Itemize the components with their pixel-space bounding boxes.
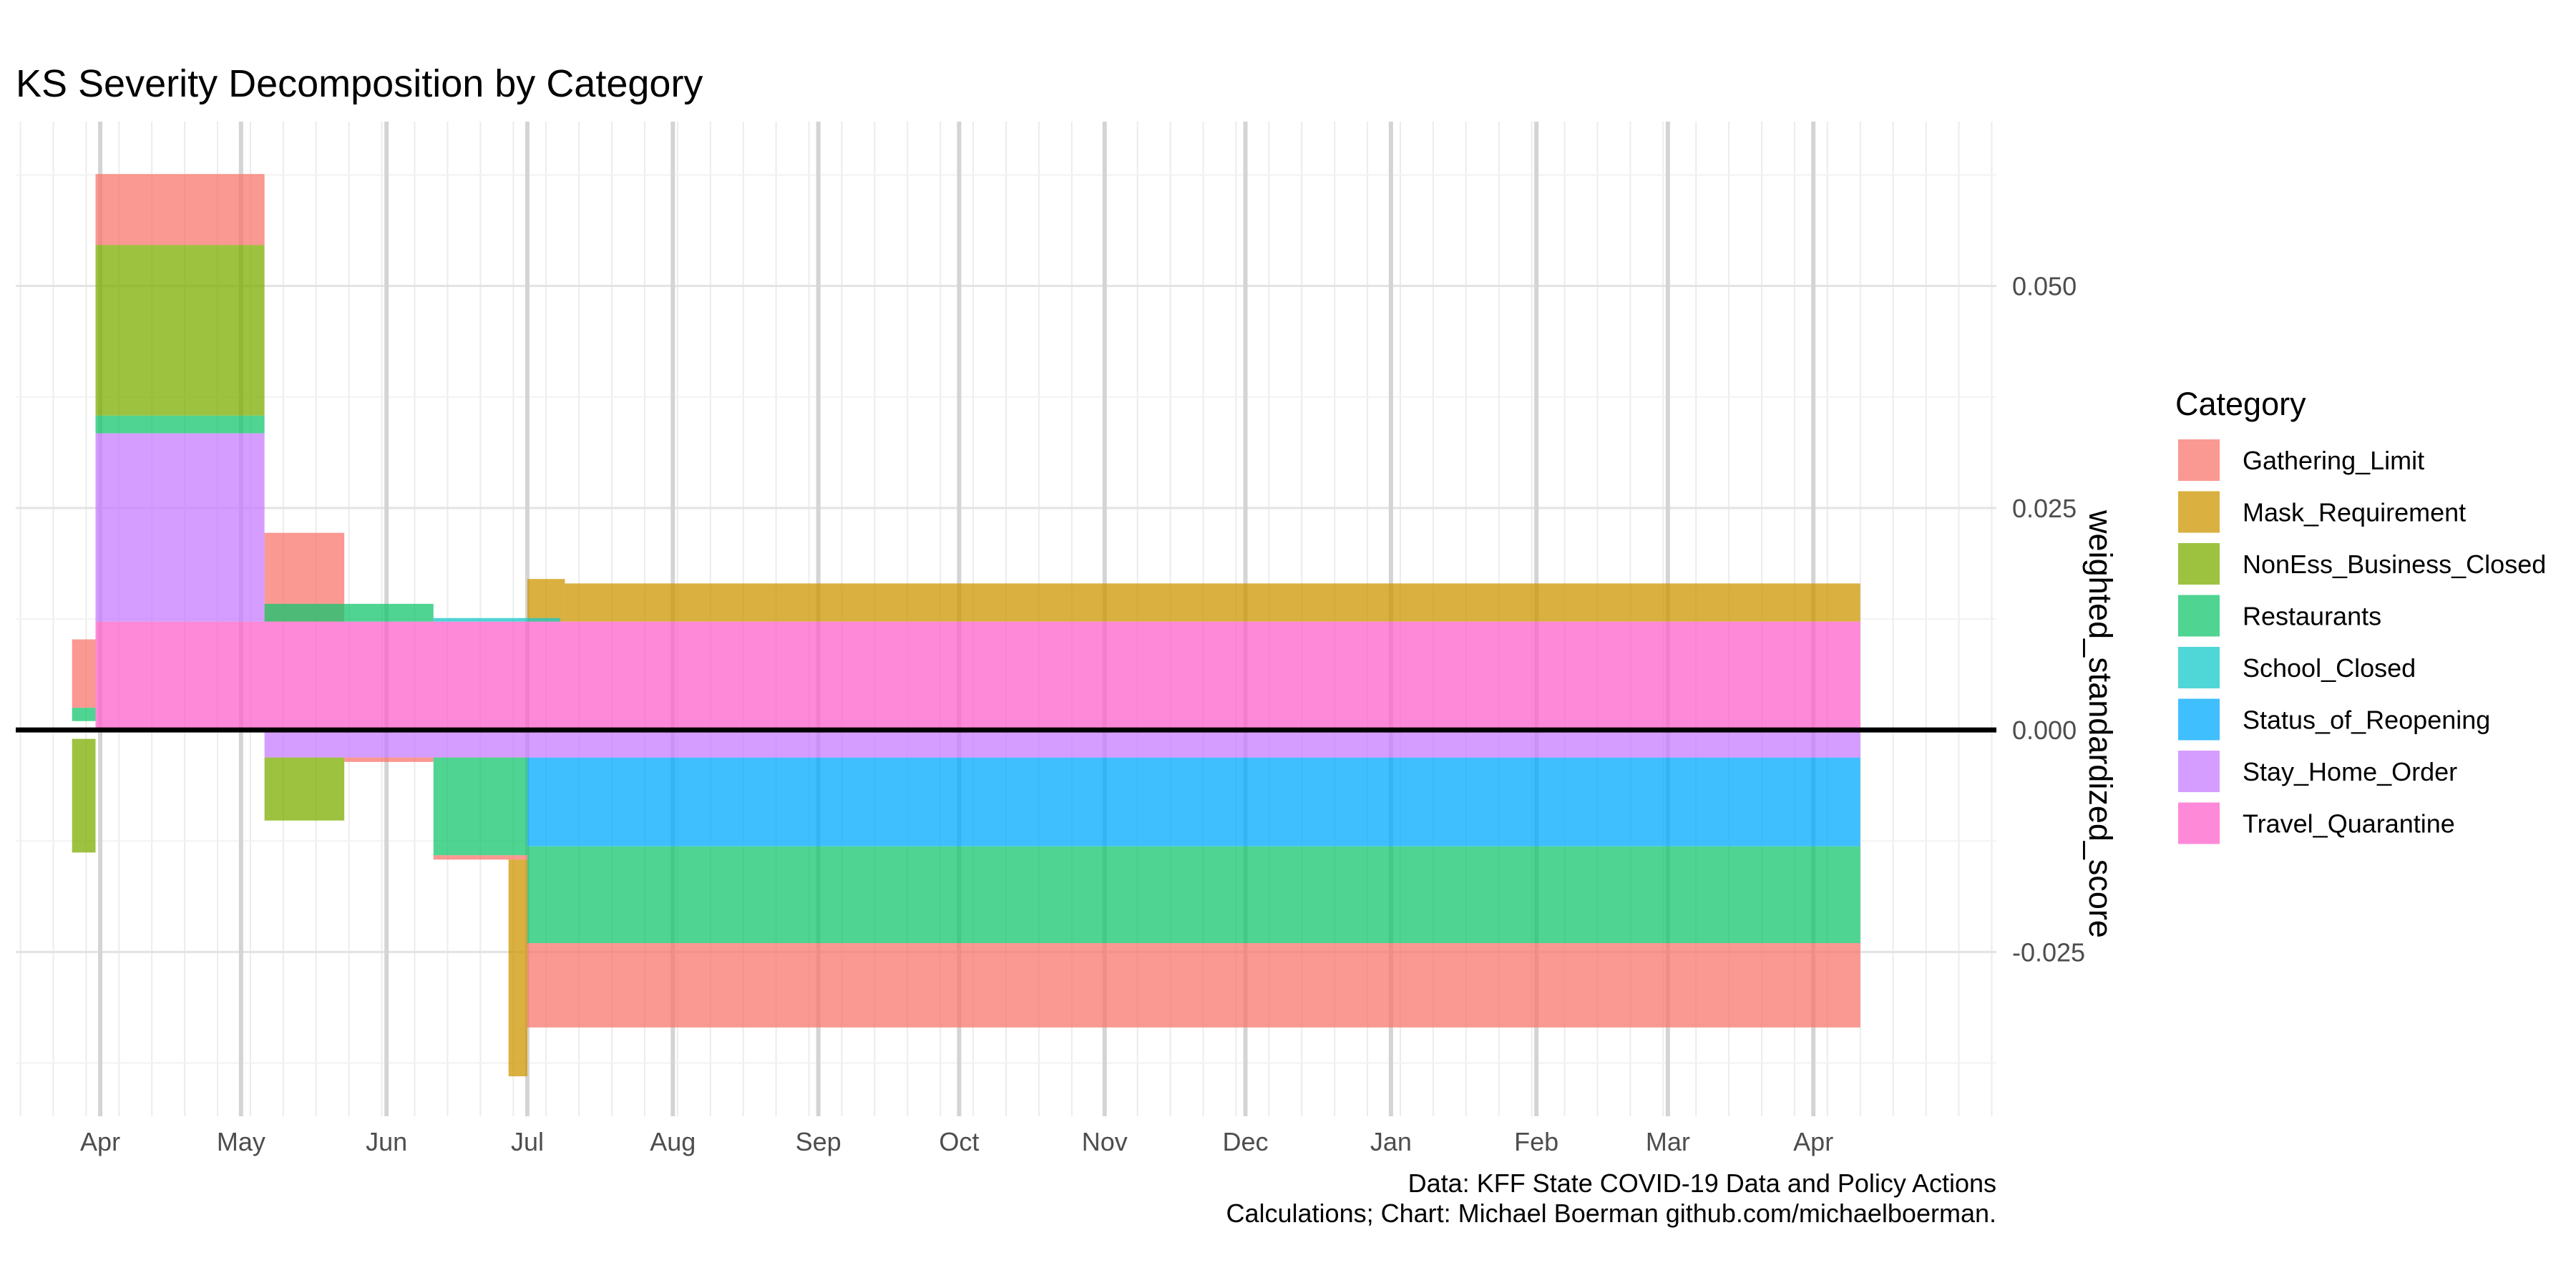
legend-key-school-closed [2178,647,2220,688]
legend-key-mask-requirement [2178,491,2220,533]
bar-restaurants [527,846,1860,943]
bar-noness-business-closed [264,757,345,821]
bar-stay-home-order [264,730,1860,758]
legend-key-gathering-limit [2178,439,2220,481]
chart-title: KS Severity Decomposition by Category [16,62,703,105]
bar-restaurants [264,603,434,622]
legend: Category Gathering_Limit Mask_Requirement… [2175,386,2546,847]
legend-label: Status_of_Reopening [2243,706,2490,735]
x-tick-label: Feb [1514,1127,1558,1156]
legend-key-travel-quarantine [2178,802,2220,844]
legend-key-status-of-reopening [2178,698,2220,741]
bar-gathering-limit [344,757,434,762]
bar-mask-requirement [527,579,565,622]
bar-status-of-reopening [527,757,1860,847]
bar-school-closed [433,618,560,622]
legend-key-stay-home-order [2178,751,2220,792]
legend-label: School_Closed [2243,653,2416,683]
caption-line-2: Calculations; Chart: Michael Boerman git… [1226,1199,1996,1228]
bar-gathering-limit [72,639,96,708]
x-tick-label: Dec [1223,1127,1269,1156]
bar-stay-home-order [95,433,265,622]
x-tick-label: Jan [1370,1127,1412,1156]
x-tick-label: Jul [511,1127,544,1156]
bar-noness-business-closed [72,738,96,853]
legend-label: Gathering_Limit [2243,446,2424,475]
y-axis-ticks: -0.025 0.000 0.025 0.050 [2012,272,2085,967]
bar-gathering-limit [95,174,265,245]
y-tick-label: 0.025 [2012,494,2077,523]
x-tick-label: Jun [366,1127,407,1156]
legend-label: Mask_Requirement [2243,498,2466,527]
caption-line-1: Data: KFF State COVID-19 Data and Policy… [1408,1169,1996,1198]
y-tick-label: 0.000 [2012,716,2077,745]
x-tick-label: Nov [1082,1127,1128,1156]
bar-mask-requirement [508,859,527,1077]
x-tick-label: Mar [1646,1127,1690,1156]
legend-label: NonEss_Business_Closed [2243,550,2546,579]
x-axis-ticks: Apr May Jun Jul Aug Sep Oct Nov Dec Jan Feb Mar Apr [80,1127,1833,1156]
x-tick-label: May [217,1127,265,1156]
y-tick-label: 0.050 [2012,272,2077,301]
bar-travel-quarantine [95,621,1860,731]
bar-mask-requirement [565,583,1860,622]
y-axis-title: weighted_standardized_score [2082,509,2119,938]
legend-label: Stay_Home_Order [2243,757,2457,786]
bar-restaurants [95,415,265,434]
x-tick-label: Apr [80,1127,120,1156]
bar-noness-business-closed [95,245,265,416]
legend-title: Category [2175,386,2306,422]
y-tick-label: -0.025 [2012,937,2085,967]
x-tick-label: Aug [650,1127,696,1156]
x-tick-label: Oct [939,1127,979,1156]
bar-gathering-limit [527,942,1860,1028]
x-tick-label: Apr [1793,1127,1833,1156]
bar-gathering-limit [433,855,527,860]
bar-restaurants [72,708,96,721]
bars [72,174,1860,1077]
x-tick-label: Sep [796,1127,841,1156]
legend-items: Gathering_Limit Mask_Requirement NonEss_Bu… [2175,436,2546,847]
bar-restaurants [433,757,527,856]
legend-key-noness-business-closed [2178,543,2220,585]
legend-key-restaurants [2178,595,2220,637]
legend-label: Restaurants [2243,602,2381,631]
legend-label: Travel_Quarantine [2243,809,2455,839]
